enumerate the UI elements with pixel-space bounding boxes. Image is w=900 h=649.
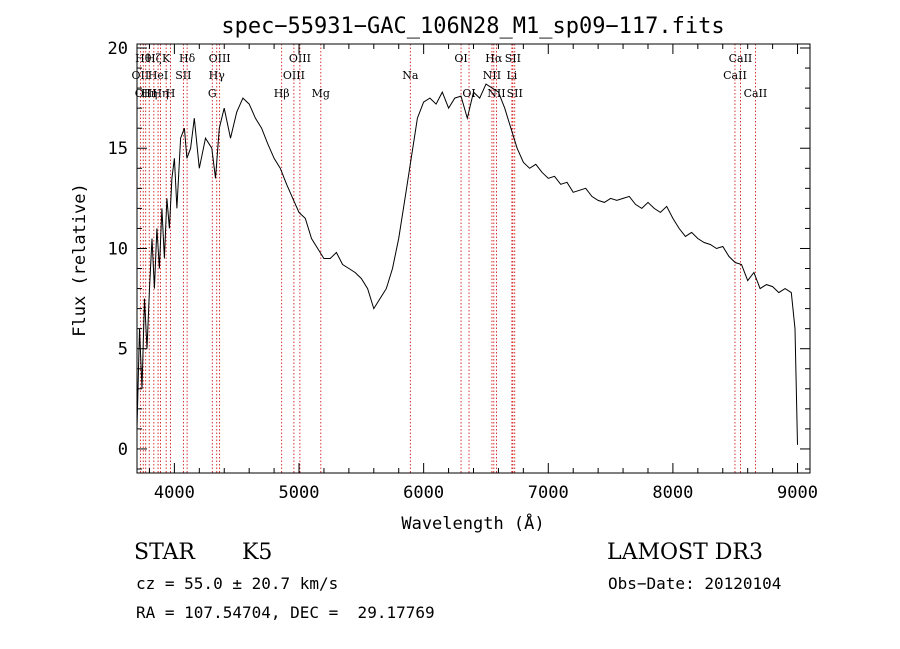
y-tick-label: 15 bbox=[108, 139, 128, 159]
radial-velocity: cz = 55.0 ± 20.7 km/s bbox=[136, 574, 339, 593]
marker-label: SII bbox=[507, 87, 523, 100]
marker-label: SII bbox=[505, 52, 521, 65]
x-tick-label: 7000 bbox=[528, 483, 569, 503]
marker-label: Hη bbox=[141, 87, 157, 100]
marker-label: CaII bbox=[744, 87, 768, 100]
y-tick-label: 0 bbox=[118, 440, 128, 460]
marker-label: HeI bbox=[148, 69, 168, 82]
marker-label: CaII bbox=[729, 52, 753, 65]
line-marker-labels: OIIHθOIIIHηHζHeIHηKHSIIHδGHγOIIIHβOIIIOI… bbox=[132, 52, 768, 100]
marker-label: Hζ bbox=[146, 52, 162, 65]
x-axis-label: Wavelength (Å) bbox=[401, 512, 544, 534]
object-class: STAR bbox=[134, 540, 195, 565]
line-markers bbox=[139, 44, 756, 473]
marker-label: K bbox=[162, 52, 171, 65]
y-axis: 0 5 10 15 20 bbox=[108, 39, 810, 470]
spectral-subclass: K5 bbox=[242, 540, 273, 565]
x-tick-label: 8000 bbox=[652, 483, 693, 503]
y-tick-label: 10 bbox=[108, 239, 128, 259]
marker-label: SII bbox=[175, 69, 191, 82]
marker-label: Mg bbox=[312, 87, 330, 100]
x-tick-label: 6000 bbox=[403, 483, 444, 503]
marker-label: OI bbox=[454, 52, 467, 65]
marker-label: Na bbox=[402, 69, 419, 82]
marker-label: OIII bbox=[283, 69, 305, 82]
x-tick-label: 5000 bbox=[279, 483, 320, 503]
marker-label: Hθ bbox=[135, 52, 152, 65]
series-group bbox=[136, 83, 798, 445]
coordinates: RA = 107.54704, DEC = 29.17769 bbox=[136, 603, 435, 622]
marker-label: NII bbox=[483, 69, 501, 82]
chart-title: spec−55931−GAC_106N28_M1_sp09−117.fits bbox=[221, 14, 724, 39]
marker-label: OIII bbox=[289, 52, 311, 65]
observation-date: Obs−Date: 20120104 bbox=[608, 574, 782, 593]
marker-label: H bbox=[166, 87, 176, 100]
marker-label: G bbox=[208, 87, 217, 100]
marker-label: Hα bbox=[485, 52, 503, 65]
marker-label: Li bbox=[506, 69, 517, 82]
marker-label: Hδ bbox=[179, 52, 196, 65]
marker-label: OIII bbox=[209, 52, 231, 65]
y-tick-label: 5 bbox=[118, 340, 128, 360]
y-tick-label: 20 bbox=[108, 39, 128, 59]
y-axis-label: Flux (relative) bbox=[70, 183, 90, 337]
x-tick-label: 4000 bbox=[154, 483, 195, 503]
marker-label: OI bbox=[462, 87, 475, 100]
x-axis: 4000 5000 6000 7000 8000 9000 bbox=[148, 44, 818, 503]
marker-label: OII bbox=[132, 69, 150, 82]
survey-name: LAMOST DR3 bbox=[607, 540, 763, 565]
marker-label: OIII bbox=[135, 87, 157, 100]
marker-label: NII bbox=[487, 87, 505, 100]
marker-label: CaII bbox=[723, 69, 747, 82]
x-tick-label: 9000 bbox=[777, 483, 818, 503]
series-line bbox=[136, 83, 798, 445]
marker-label: Hβ bbox=[274, 87, 290, 100]
marker-label: Hγ bbox=[209, 69, 226, 82]
marker-label: Hη bbox=[152, 87, 168, 100]
